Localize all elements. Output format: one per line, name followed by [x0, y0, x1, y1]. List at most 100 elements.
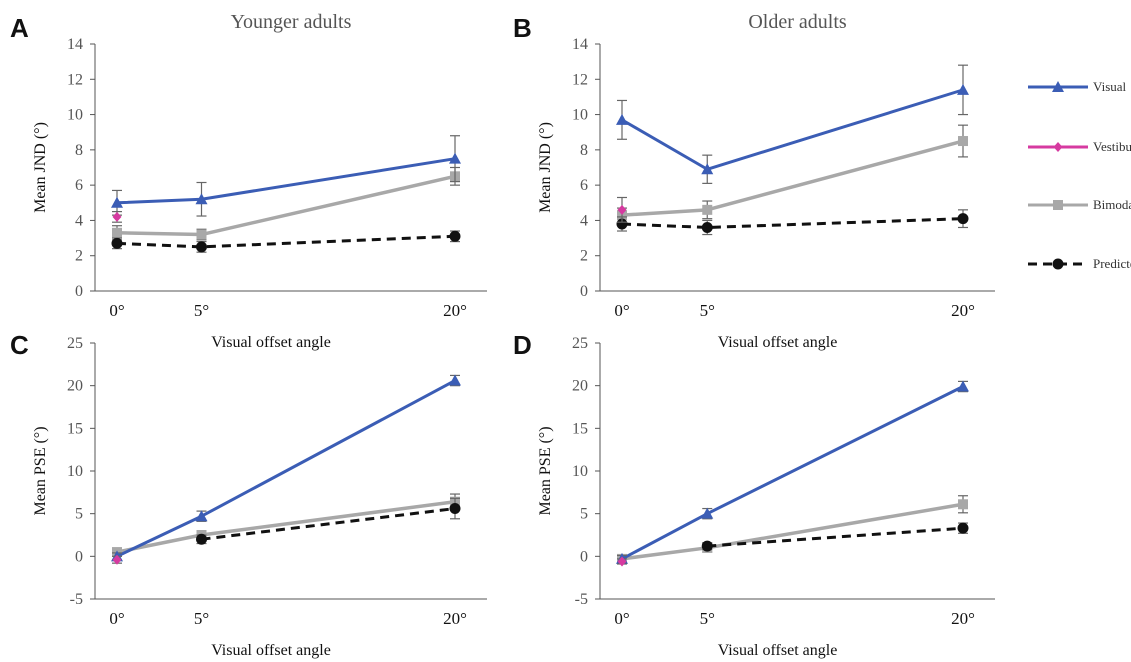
panel-letter: C	[10, 330, 29, 360]
series-line-bimodal	[621, 139, 964, 217]
data-point-visual	[449, 374, 461, 386]
series-line-predicted	[201, 507, 456, 541]
panel-letter: A	[10, 13, 29, 43]
x-tick-label: 5°	[194, 609, 209, 628]
data-point-predicted	[957, 213, 969, 225]
x-tick-label: 5°	[700, 609, 715, 628]
data-point-bimodal	[958, 136, 968, 147]
series-line-visual	[116, 379, 456, 558]
legend-marker-triangle	[1052, 81, 1064, 92]
y-tick-label: 2	[580, 248, 588, 265]
x-axis-label: Visual offset angle	[211, 642, 331, 659]
legend-label: Bimodal	[1093, 197, 1131, 212]
y-tick-label: 20	[572, 378, 588, 395]
series-visual	[111, 374, 461, 562]
data-point-predicted	[196, 241, 207, 253]
x-tick-label: 0°	[614, 301, 629, 320]
data-point-bimodal	[196, 229, 207, 240]
y-tick-label: 14	[572, 36, 588, 53]
data-point-predicted	[701, 221, 713, 233]
y-tick-label: 0	[75, 548, 83, 565]
data-point-visual	[195, 193, 208, 205]
y-axis-label: Mean PSE (°)	[32, 426, 49, 515]
series-predicted	[111, 230, 461, 253]
data-point-bimodal	[112, 227, 122, 238]
x-tick-label: 20°	[443, 301, 467, 320]
data-point-vestibular	[617, 204, 627, 215]
data-point-visual	[616, 113, 628, 125]
chart-title: Younger adults	[231, 11, 352, 33]
data-point-visual	[701, 507, 714, 519]
y-tick-label: 12	[67, 71, 83, 88]
data-point-predicted	[449, 230, 461, 242]
y-tick-label: 10	[572, 463, 588, 480]
legend-label: Predicted	[1093, 256, 1131, 271]
data-point-visual	[111, 196, 123, 208]
y-tick-label: 15	[572, 420, 588, 437]
x-tick-label: 0°	[109, 301, 124, 320]
y-tick-label: 25	[572, 335, 588, 352]
data-point-visual	[449, 152, 461, 164]
legend-marker-square	[1053, 200, 1063, 210]
data-point-vestibular	[617, 556, 627, 567]
data-point-predicted	[957, 522, 969, 534]
series-line-predicted	[621, 217, 964, 229]
y-tick-label: 0	[580, 283, 588, 300]
y-axis-label: Mean JND (°)	[32, 122, 49, 213]
y-tick-label: 5	[580, 506, 588, 523]
y-tick-label: 10	[67, 463, 83, 480]
y-tick-label: 6	[580, 177, 588, 194]
y-tick-label: 8	[75, 142, 83, 159]
y-axis-label: Mean JND (°)	[537, 122, 554, 213]
y-tick-label: 14	[67, 36, 83, 53]
y-tick-label: 10	[572, 107, 588, 124]
series-visual	[616, 64, 969, 184]
panel-letter: B	[513, 13, 532, 43]
legend-marker-circle	[1052, 258, 1064, 270]
x-tick-label: 20°	[951, 609, 975, 628]
series-line-visual	[116, 157, 456, 205]
series-vestibular	[112, 554, 122, 565]
series-vestibular	[112, 211, 122, 223]
series-predicted	[701, 522, 969, 552]
y-tick-label: 12	[572, 71, 588, 88]
legend-label: Visual	[1093, 79, 1127, 94]
data-point-visual	[701, 163, 714, 175]
x-axis-label: Visual offset angle	[718, 642, 838, 659]
y-tick-label: 5	[75, 506, 83, 523]
series-bimodal	[617, 495, 968, 564]
data-point-visual	[957, 83, 969, 95]
y-tick-label: 4	[75, 212, 83, 229]
series-line-predicted	[707, 526, 964, 548]
x-tick-label: 0°	[109, 609, 124, 628]
data-point-predicted	[196, 533, 207, 545]
legend-marker-diamond	[1053, 142, 1063, 152]
series-bimodal	[617, 124, 968, 223]
data-point-bimodal	[702, 204, 713, 215]
data-point-vestibular	[112, 554, 122, 565]
panel-c: C -5 0 5 10 15 20 25 0° 5° 20° Visual offset angle M…	[10, 330, 487, 659]
y-tick-label: 15	[67, 420, 83, 437]
x-axis-label: Visual offset angle	[718, 334, 838, 351]
y-axis-label: Mean PSE (°)	[537, 426, 554, 515]
data-point-predicted	[111, 237, 123, 249]
y-tick-label: -5	[70, 591, 83, 608]
data-point-visual	[195, 510, 208, 522]
chart-title: Older adults	[748, 11, 847, 33]
x-tick-label: 5°	[194, 301, 209, 320]
series-visual	[616, 380, 969, 564]
data-point-vestibular	[112, 211, 122, 222]
y-tick-label: 0	[580, 548, 588, 565]
series-vestibular	[617, 556, 627, 567]
data-point-predicted	[616, 218, 628, 230]
series-predicted	[616, 209, 969, 236]
data-point-bimodal	[958, 499, 968, 510]
panel-b: B Older adults 0 2 4 6 8 10 12 14 0° 5° 20° Visual of…	[513, 11, 995, 351]
legend-label: Vestibular	[1093, 139, 1131, 154]
legend-item-predicted: Predicted	[1028, 256, 1131, 271]
y-tick-label: 8	[580, 142, 588, 159]
y-tick-label: 0	[75, 283, 83, 300]
x-axis-label: Visual offset angle	[211, 334, 331, 351]
series-vestibular	[617, 196, 627, 223]
